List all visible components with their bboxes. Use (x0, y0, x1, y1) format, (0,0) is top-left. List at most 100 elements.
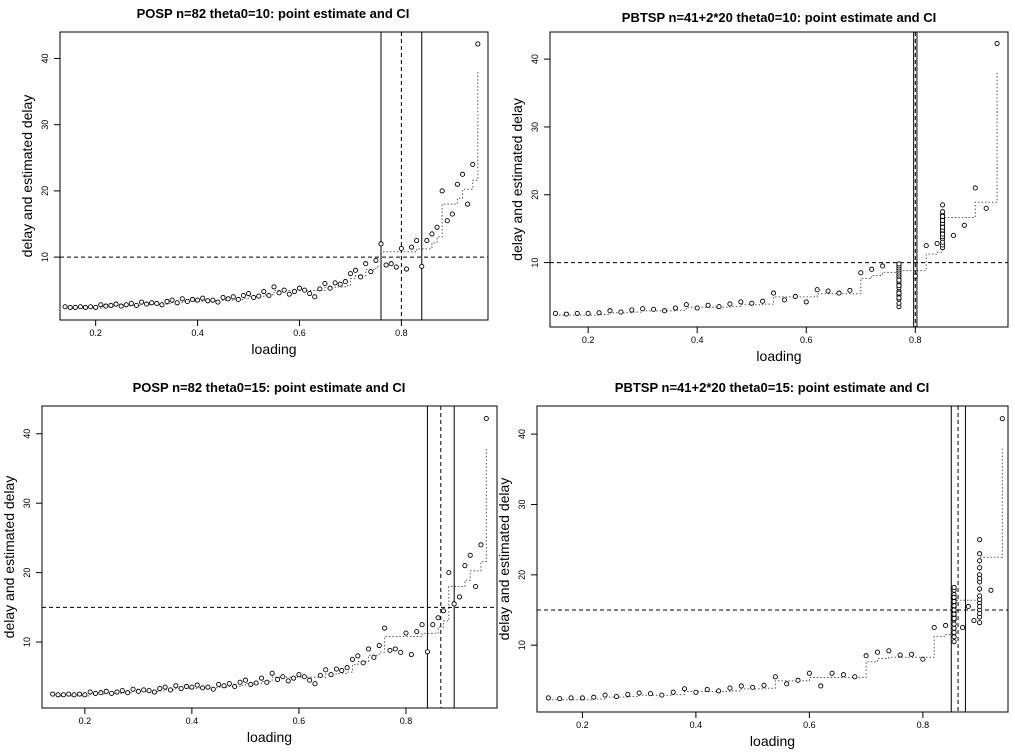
x-tick-label: 0.6 (800, 335, 813, 345)
data-point (256, 293, 262, 299)
data-point (940, 209, 946, 215)
data-point (398, 649, 404, 656)
data-point (896, 300, 902, 306)
x-tick-label: 0.4 (690, 720, 703, 730)
data-point (114, 689, 120, 695)
data-point (716, 688, 722, 694)
data-point (965, 603, 971, 610)
data-point (266, 292, 272, 299)
data-point (269, 670, 275, 676)
data-point (159, 302, 165, 308)
data-point (705, 302, 711, 308)
x-axis-label: loading (750, 733, 795, 749)
data-point (983, 205, 989, 211)
panel-posp-theta10: POSP n=82 theta0=10: point estimate and … (19, 6, 489, 357)
data-point (178, 686, 184, 692)
data-point (323, 667, 329, 673)
data-point (392, 646, 398, 652)
data-point (840, 672, 846, 678)
chart-title: POSP n=82 theta0=15: point estimate and … (133, 380, 406, 395)
data-point (880, 263, 886, 269)
data-point (339, 667, 345, 674)
data-point (683, 302, 689, 308)
y-tick-label: 30 (517, 499, 527, 509)
y-axis-label: delay and estimated delay (1, 476, 17, 639)
x-tick-label: 0.2 (582, 335, 595, 345)
data-point (286, 291, 292, 297)
data-point (280, 674, 286, 680)
estimated-delay-step (52, 447, 487, 697)
data-point (574, 310, 580, 316)
data-point (296, 285, 303, 291)
data-point (999, 416, 1005, 422)
data-point (328, 672, 334, 678)
data-point (977, 565, 983, 571)
data-point (681, 686, 688, 692)
data-point (183, 683, 190, 690)
data-point (403, 630, 409, 636)
data-point (200, 685, 206, 691)
data-point (716, 304, 722, 310)
data-point (274, 676, 281, 683)
data-point (251, 294, 257, 301)
data-point (235, 296, 241, 303)
data-point (640, 306, 646, 312)
data-point (221, 683, 227, 689)
data-point (77, 304, 83, 310)
data-point (149, 300, 155, 306)
data-point (194, 682, 200, 688)
data-point (144, 301, 150, 307)
data-point (977, 603, 983, 610)
data-point (618, 309, 624, 315)
data-point (454, 181, 460, 187)
data-point (950, 232, 957, 238)
x-tick-label: 0.4 (191, 328, 204, 338)
data-point (332, 280, 338, 286)
data-point (157, 686, 163, 692)
y-axis-label: delay and estimated delay (19, 95, 35, 258)
data-point (189, 684, 195, 690)
y-tick-label: 40 (40, 53, 50, 63)
data-point (971, 618, 977, 624)
data-point (398, 245, 404, 252)
data-point (449, 211, 455, 217)
data-point (82, 304, 89, 310)
data-point (651, 306, 657, 312)
data-point (585, 310, 591, 316)
data-point (568, 695, 574, 701)
plot-frame (41, 405, 498, 709)
data-point (934, 241, 940, 247)
y-axis-label: delay and estimated delay (496, 478, 512, 641)
data-point (704, 686, 710, 693)
data-point (296, 672, 302, 678)
data-point (874, 649, 881, 655)
estimated-delay-step (65, 71, 479, 309)
data-point (108, 302, 114, 308)
data-point (940, 224, 946, 230)
y-tick-label: 10 (530, 258, 540, 268)
data-point (337, 281, 343, 287)
data-point (87, 689, 93, 695)
data-point (435, 615, 441, 621)
x-axis-label: loading (756, 348, 801, 364)
data-point (694, 305, 700, 311)
data-point (50, 691, 56, 697)
data-point (896, 283, 902, 289)
y-tick-label: 10 (40, 252, 50, 262)
data-point (467, 552, 473, 558)
data-point (761, 682, 767, 688)
data-point (173, 683, 179, 689)
data-point (82, 692, 88, 698)
data-point (72, 304, 78, 310)
data-point (847, 287, 853, 293)
data-point (271, 284, 277, 290)
estimated-delay-step (548, 448, 1003, 701)
data-point (376, 642, 382, 649)
data-point (414, 629, 420, 635)
data-point (473, 583, 479, 590)
data-point (446, 570, 452, 576)
data-point (972, 185, 978, 191)
data-point (307, 290, 313, 297)
data-point (951, 594, 957, 600)
y-tick-label: 40 (517, 429, 527, 439)
